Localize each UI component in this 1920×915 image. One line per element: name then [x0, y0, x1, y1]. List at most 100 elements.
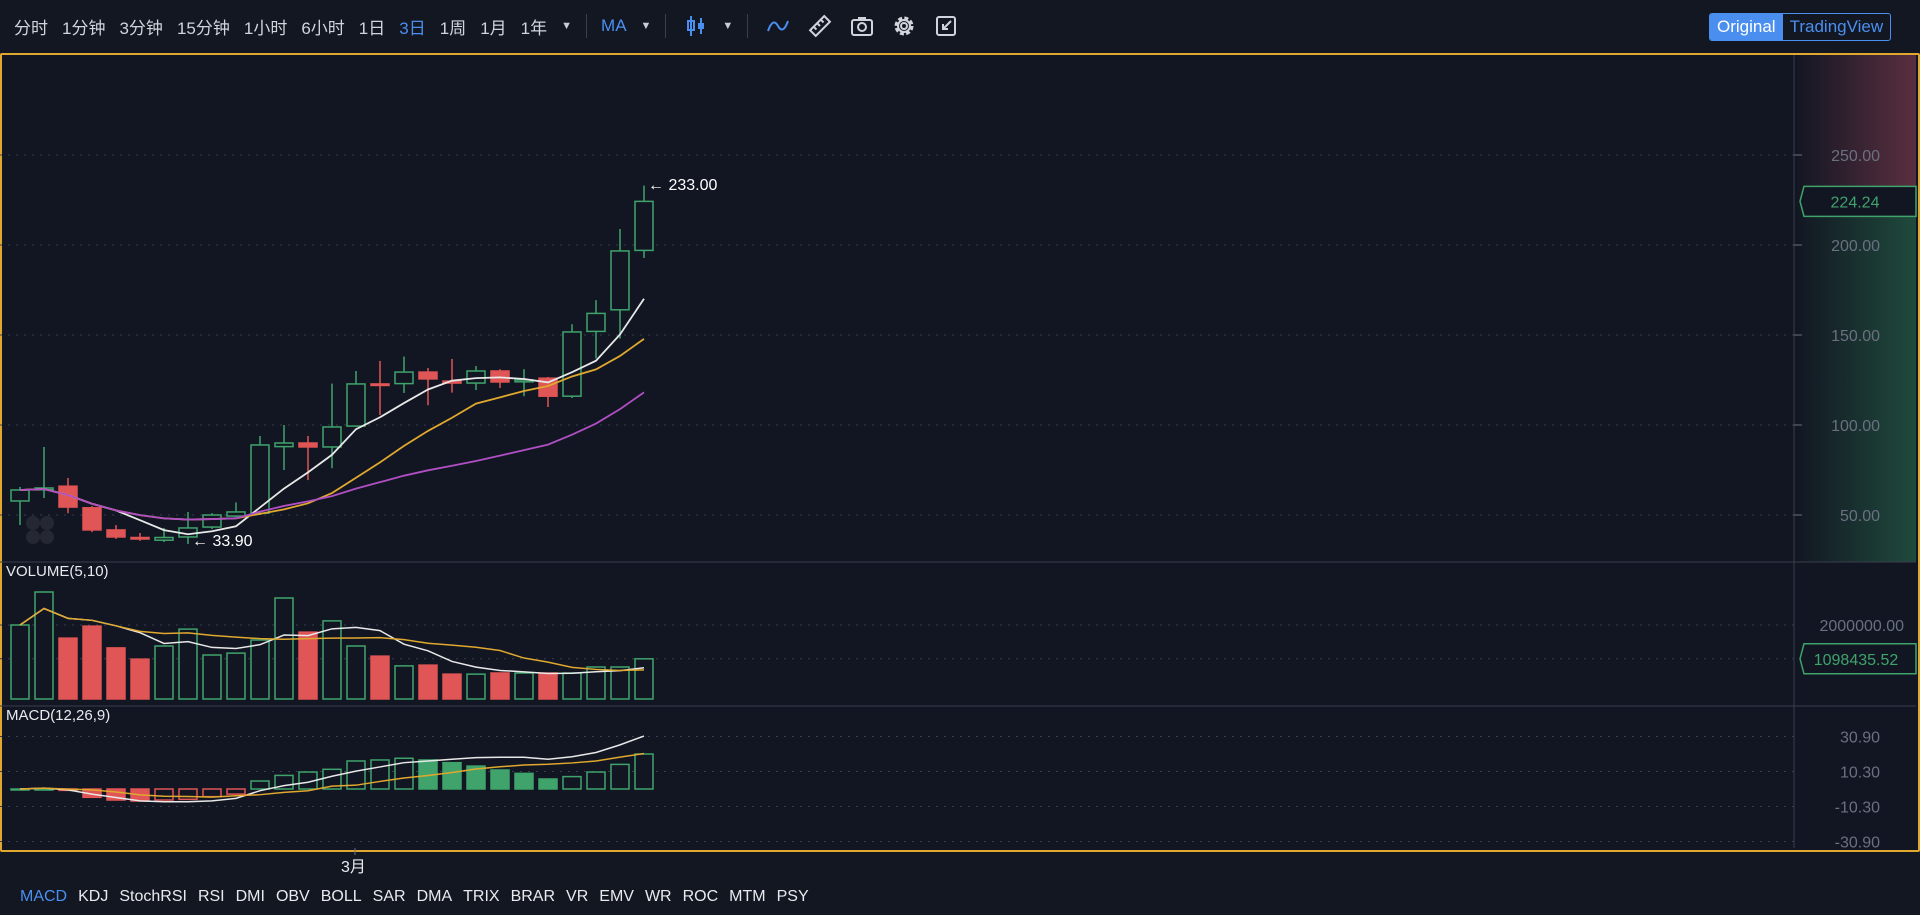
macd-histogram	[10, 735, 654, 803]
volume-bar	[418, 664, 438, 700]
macd-title: MACD(12,26,9)	[6, 707, 111, 724]
more-intervals-dropdown[interactable]: ▼	[561, 20, 573, 32]
macd-axis-label: 30.90	[1840, 730, 1880, 747]
watermark-logo	[26, 516, 54, 544]
indicator-tab-mtm[interactable]: MTM	[729, 888, 766, 905]
macd-dea-line	[19, 752, 645, 798]
view-original-button[interactable]: Original	[1710, 14, 1783, 40]
volume-bar	[538, 672, 558, 700]
candle-body	[394, 371, 414, 385]
candle-body	[562, 331, 582, 397]
macd-bar	[466, 765, 486, 790]
indicator-dropdown-caret[interactable]: ▼	[640, 20, 652, 32]
indicator-tab-wr[interactable]: WR	[644, 888, 672, 905]
line-indicator-icon[interactable]	[766, 14, 790, 38]
interval-8[interactable]: 1周	[439, 18, 467, 38]
macd-bar	[178, 788, 198, 801]
volume-bar	[586, 666, 606, 700]
x-axis-label: 3月	[341, 859, 366, 876]
indicator-tab-rsi[interactable]: RSI	[197, 888, 225, 905]
view-tradingview-button[interactable]: TradingView	[1789, 17, 1884, 36]
candle	[58, 477, 78, 514]
indicator-tab-dma[interactable]: DMA	[416, 888, 453, 905]
camera-icon[interactable]	[850, 14, 874, 38]
interval-9[interactable]: 1月	[480, 18, 507, 38]
macd-bar	[610, 763, 630, 790]
price-axis-label: 200.00	[1831, 238, 1880, 255]
gear-icon[interactable]	[892, 14, 916, 38]
ma-lines	[19, 298, 645, 536]
interval-3[interactable]: 15分钟	[176, 18, 230, 38]
macd-bar	[394, 757, 414, 790]
volume-axis-label: 2000000.00	[1819, 618, 1904, 635]
interval-4[interactable]: 1小时	[243, 18, 288, 38]
macd-bar	[346, 760, 366, 790]
chart-frame	[0, 53, 1920, 852]
indicator-tab-vr[interactable]: VR	[566, 888, 589, 905]
indicator-select[interactable]: MA	[601, 16, 627, 35]
indicator-tab-dmi[interactable]: DMI	[235, 888, 265, 905]
candle	[10, 486, 30, 526]
macd-bar	[634, 753, 654, 790]
volume-bar	[466, 673, 486, 700]
volume-bar	[154, 645, 174, 700]
interval-list: 分时 1分钟 3分钟 15分钟 1小时 6小时 1日 3日 1周 1月 1年	[0, 14, 547, 39]
price-axis-label: 250.00	[1831, 148, 1880, 165]
candle-body	[106, 529, 126, 538]
indicator-tab-roc[interactable]: ROC	[682, 888, 719, 905]
candle	[586, 300, 606, 359]
indicator-tab-macd[interactable]: MACD	[20, 888, 68, 905]
ruler-icon[interactable]	[808, 14, 832, 38]
ma20-line	[19, 391, 645, 521]
macd-bar	[154, 788, 174, 801]
low-price-marker: ← 33.90	[192, 533, 253, 550]
volume-bar	[202, 654, 222, 700]
candle	[370, 360, 390, 415]
indicator-tab-psy[interactable]: PSY	[776, 888, 809, 905]
interval-10[interactable]: 1年	[520, 18, 548, 38]
toolbar: 分时 1分钟 3分钟 15分钟 1小时 6小时 1日 3日 1周 1月 1年 ▼ MA ▼ ▼	[0, 0, 1920, 52]
candlestick-icon[interactable]	[684, 14, 708, 38]
candle-body	[82, 507, 102, 531]
interval-6[interactable]: 1日	[358, 18, 386, 38]
interval-7[interactable]: 3日	[399, 18, 426, 38]
candle-body	[634, 200, 654, 252]
macd-bar	[370, 759, 390, 790]
high-price-marker: ← 233.00	[648, 177, 717, 194]
indicator-tab-trix[interactable]: TRIX	[463, 888, 500, 905]
divider	[747, 14, 749, 38]
view-mode-switch: Original TradingView	[1709, 13, 1892, 41]
volume-bar	[34, 591, 54, 700]
volume-bar	[178, 628, 198, 700]
macd-bar	[226, 788, 246, 795]
interval-2[interactable]: 3分钟	[119, 18, 163, 38]
candle-body	[298, 442, 318, 448]
indicator-tab-obv[interactable]: OBV	[275, 888, 310, 905]
axis-labels: 250.00 200.00 150.00 100.00 50.00 2000000.00 3…	[192, 148, 1917, 851]
interval-5[interactable]: 6小时	[301, 18, 345, 38]
interval-1[interactable]: 1分钟	[62, 18, 106, 38]
macd-axis-label: -10.30	[1835, 799, 1880, 816]
candle-body	[226, 511, 246, 517]
indicator-tab-stochrsi[interactable]: StochRSI	[119, 888, 187, 905]
shrink-icon[interactable]	[934, 14, 958, 38]
indicator-tab-emv[interactable]: EMV	[599, 888, 634, 905]
chart-type-dropdown-caret[interactable]: ▼	[722, 20, 734, 32]
indicator-tab-brar[interactable]: BRAR	[510, 888, 556, 905]
candle	[466, 365, 486, 391]
candle	[562, 324, 582, 398]
volume-bar	[490, 672, 510, 700]
indicator-tab-kdj[interactable]: KDJ	[78, 888, 109, 905]
interval-0[interactable]: 分时	[14, 18, 48, 38]
indicator-tab-boll[interactable]: BOLL	[320, 888, 362, 905]
grid	[0, 55, 1916, 855]
volume-bar	[250, 639, 270, 700]
candle-body	[58, 485, 78, 508]
candle-body	[586, 312, 606, 333]
indicator-tab-sar[interactable]: SAR	[372, 888, 406, 905]
candle	[418, 367, 438, 406]
volume-bar	[442, 673, 462, 700]
candle-body	[346, 383, 366, 427]
candle	[274, 425, 294, 470]
